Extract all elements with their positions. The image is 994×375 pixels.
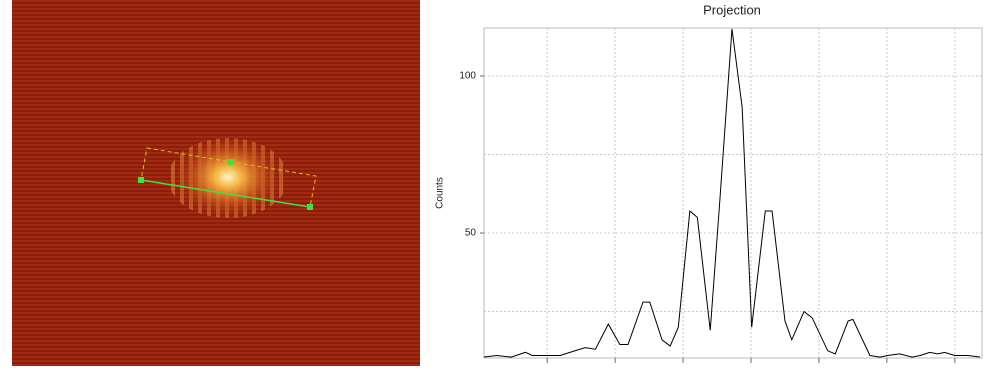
plot-area — [483, 27, 983, 359]
spot — [173, 135, 283, 219]
handle[interactable] — [307, 204, 313, 210]
handle[interactable] — [138, 177, 144, 183]
chart-title: Projection — [703, 2, 761, 17]
roi-line[interactable] — [140, 179, 311, 208]
data-line — [483, 28, 981, 358]
y-tick-label: 50 — [465, 228, 477, 239]
roi-box — [140, 147, 317, 208]
image-view — [12, 0, 420, 366]
y-tick-label: 100 — [459, 71, 476, 82]
handle[interactable] — [228, 159, 234, 165]
y-axis-label: Counts — [435, 177, 446, 209]
